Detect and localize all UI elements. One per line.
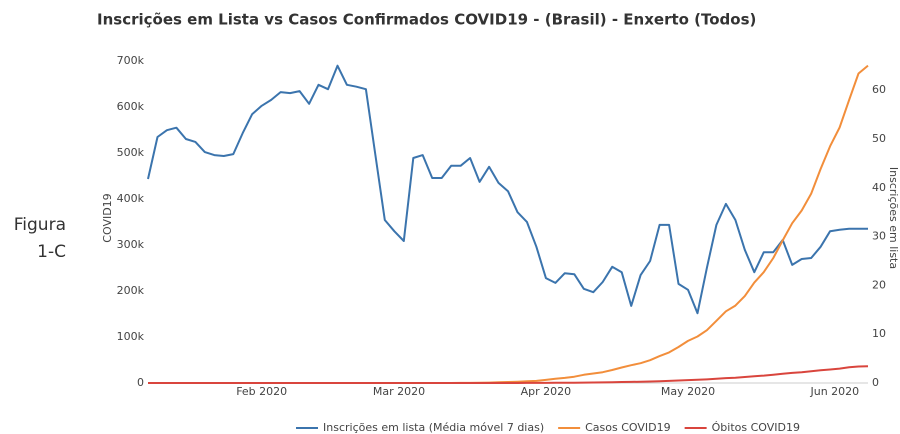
y2-tick-label: 60 <box>872 83 886 96</box>
x-tick-label: May 2020 <box>661 385 715 398</box>
y2-tick-label: 40 <box>872 181 886 194</box>
legend-label: Inscrições em lista (Média móvel 7 dias) <box>323 421 544 434</box>
y-tick-label: 400k <box>117 192 145 205</box>
series-line <box>148 365 869 384</box>
y-tick-label: 700k <box>117 54 145 67</box>
y-axis-title: COVID19 <box>101 193 114 242</box>
y-tick-label: 500k <box>117 146 145 159</box>
chart-title: Inscrições em Lista vs Casos Confirmados… <box>97 11 756 29</box>
y2-tick-label: 10 <box>872 327 886 340</box>
y-tick-label: 300k <box>117 238 145 251</box>
legend-label: Casos COVID19 <box>585 421 671 434</box>
series-line <box>148 64 869 384</box>
y2-tick-label: 50 <box>872 132 886 145</box>
x-tick-label: Jun 2020 <box>809 385 859 398</box>
y-tick-label: 200k <box>117 284 145 297</box>
x-tick-label: Apr 2020 <box>521 385 572 398</box>
y-tick-label: 100k <box>117 330 145 343</box>
y-tick-label: 600k <box>117 100 145 113</box>
y2-tick-label: 30 <box>872 230 886 243</box>
figure-label: Figura 1-C <box>13 215 66 262</box>
legend-label: Óbitos COVID19 <box>712 421 800 434</box>
x-tick-label: Mar 2020 <box>373 385 425 398</box>
y2-tick-label: 20 <box>872 278 886 291</box>
x-tick-label: Feb 2020 <box>236 385 287 398</box>
y2-axis-title: Inscrições em lista <box>887 167 900 269</box>
y-tick-label: 0 <box>137 376 144 389</box>
y2-tick-label: 0 <box>872 376 879 389</box>
series-line <box>147 64 868 315</box>
